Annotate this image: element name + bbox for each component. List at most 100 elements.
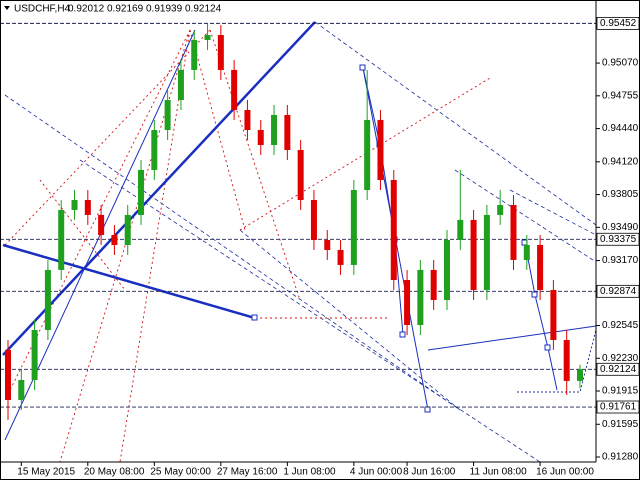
y-tick-label: 0.91595 [602,419,639,430]
candle-body [58,209,65,270]
candle-body [350,189,357,265]
candle-body [244,109,251,131]
candle-body [18,379,25,400]
candle-body [483,214,490,290]
candle-body [71,199,78,210]
y-tick-label: 0.93170 [602,255,639,266]
candle-body [297,149,304,200]
candle-body [430,269,437,300]
candle-body [177,69,184,100]
y-tick-label: 0.94120 [602,156,639,167]
y-tick-label: 0.95070 [602,58,639,69]
candle-body [124,214,131,245]
level-box [596,232,640,246]
level-box [596,400,640,414]
anchor [521,239,528,246]
annotations [2,21,597,463]
menu-arrow[interactable] [4,6,10,10]
candle-body [563,339,570,381]
anchor [359,64,366,71]
candle-body [577,369,583,381]
y-tick-label: 0.91280 [602,452,639,463]
candle-body [217,35,224,70]
candle-body [191,40,198,70]
candle-body [151,130,158,170]
x-tick-label: 1 Jun 08:00 [283,467,336,478]
fan-line [39,179,126,291]
channel-line [314,21,597,226]
fan-line [4,29,191,401]
candle-body [310,199,317,240]
candle-body [537,244,544,290]
candle-body [5,349,11,400]
trend-line [427,325,597,351]
candle-body [284,114,291,150]
candle-body [204,35,211,41]
candle-body [337,249,344,265]
level-label: 0.92124 [600,364,637,375]
level-label: 0.91761 [600,402,637,413]
anchor [544,344,551,351]
y-tick-label: 0.93490 [602,222,639,233]
candle-body [510,204,517,260]
anchor [531,291,538,298]
candle-body [231,69,238,110]
candle-body [84,199,91,215]
candle-body [364,119,371,190]
candle-body [550,289,557,340]
anchor [399,331,406,338]
candle-body [44,269,51,330]
level-label: 0.95452 [600,18,637,29]
y-tick-label: 0.92230 [602,353,639,364]
projection [517,329,597,393]
channel-line [239,229,461,411]
x-tick-label: 4 Jun 00:00 [350,467,403,478]
channel-line [4,94,461,411]
candle-body [377,119,384,181]
candle-body [457,219,464,240]
level-box [596,362,640,376]
y-tick-label: 0.94755 [602,90,639,101]
x-tick-label: 15 May 2015 [17,467,75,478]
quote-high: 0.92169 [107,4,144,15]
level-box [596,284,640,298]
x-tick-label: 25 May 00:00 [150,467,211,478]
candle-body [470,219,477,290]
channel-line [79,159,541,463]
candle-body [31,330,38,380]
quote-close: 0.92124 [185,4,222,15]
y-tick-label: 0.91915 [602,386,639,397]
candle-body [443,239,450,300]
candle-body [111,235,118,245]
y-tick-label: 0.92545 [602,320,639,331]
level-label: 0.93375 [600,234,637,245]
x-tick-label: 20 May 08:00 [84,467,145,478]
trend-line [2,21,316,356]
channel-line [454,169,597,263]
candle-body [164,99,171,131]
level-label: 0.92874 [600,286,637,297]
candle-body [257,130,264,145]
channel-line [509,189,597,236]
candle-body [98,214,105,236]
candle-body [271,114,278,145]
level-box [596,16,640,30]
plot [0,22,596,420]
x-tick-label: 16 Jun 00:00 [536,467,594,478]
x-tick-label: 11 Jun 08:00 [470,467,528,478]
anchor [251,314,258,321]
candle-body [417,269,424,326]
y-tick-label: 0.93805 [602,189,639,200]
wave-line [362,67,404,336]
candle-body [390,180,397,281]
x-tick-label: 27 May 16:00 [217,467,278,478]
anchor [424,406,431,413]
quote-open: 0.92012 [68,4,105,15]
trend-line [2,243,256,320]
y-tick-label: 0.94440 [602,123,639,134]
candle-body [138,169,145,215]
candle-body [523,244,530,260]
candle-body [497,204,504,215]
